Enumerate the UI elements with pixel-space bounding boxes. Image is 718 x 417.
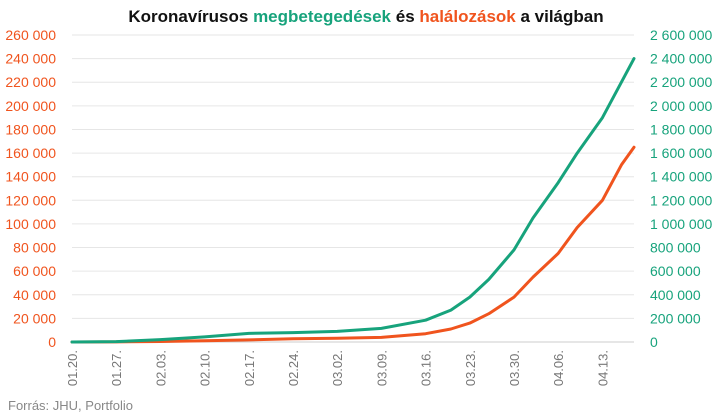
- series-line-deaths: [70, 145, 636, 344]
- title-part-plain: a világban: [516, 7, 604, 26]
- y-left-tick-label: 140 000: [5, 169, 56, 185]
- series-line-cases: [70, 57, 636, 344]
- chart-title: Koronavírusos megbetegedések és halálozá…: [128, 7, 603, 26]
- y-left-tick-label: 20 000: [13, 310, 56, 326]
- y-right-tick-label: 2 000 000: [650, 98, 712, 114]
- y-right-tick-label: 1 800 000: [650, 121, 712, 137]
- y-left-tick-label: 40 000: [13, 287, 56, 303]
- right-axis: 0 200 000 400 000 600 000 800 000 1 000 000 1 …: [650, 27, 712, 350]
- title-part-deaths: halálozások: [419, 7, 516, 26]
- x-tick-label: 03.02.: [330, 350, 345, 386]
- x-tick-label: 01.27.: [109, 350, 124, 386]
- y-left-tick-label: 0: [48, 334, 56, 350]
- y-right-tick-label: 600 000: [650, 263, 701, 279]
- y-left-tick-label: 220 000: [5, 74, 56, 90]
- x-tick-label: 02.24.: [286, 350, 301, 386]
- source-note: Forrás: JHU, Portfolio: [8, 398, 133, 413]
- x-tick-label: 03.16.: [419, 350, 434, 386]
- x-tick-label: 03.30.: [507, 350, 522, 386]
- x-tick-label: 02.10.: [198, 350, 213, 386]
- y-right-tick-label: 800 000: [650, 240, 701, 256]
- title-part-plain: Koronavírusos: [128, 7, 253, 26]
- y-left-tick-label: 200 000: [5, 98, 56, 114]
- y-left-tick-label: 260 000: [5, 27, 56, 43]
- series-lines: [70, 57, 636, 344]
- y-right-tick-label: 2 200 000: [650, 74, 712, 90]
- y-right-tick-label: 1 400 000: [650, 169, 712, 185]
- y-left-tick-label: 100 000: [5, 216, 56, 232]
- x-tick-label: 04.13.: [595, 350, 610, 386]
- y-left-tick-label: 160 000: [5, 145, 56, 161]
- y-left-tick-label: 120 000: [5, 192, 56, 208]
- y-right-tick-label: 1 600 000: [650, 145, 712, 161]
- x-tick-label: 02.17.: [242, 350, 257, 386]
- x-tick-label: 01.20.: [65, 350, 80, 386]
- y-right-tick-label: 1 000 000: [650, 216, 712, 232]
- title-part-cases: megbetegedések: [253, 7, 391, 26]
- x-tick-label: 04.06.: [551, 350, 566, 386]
- y-left-tick-label: 180 000: [5, 121, 56, 137]
- y-right-tick-label: 0: [650, 334, 658, 350]
- y-left-tick-label: 60 000: [13, 263, 56, 279]
- grid-lines: [72, 34, 634, 343]
- y-right-tick-label: 200 000: [650, 310, 701, 326]
- x-tick-label: 02.03.: [153, 350, 168, 386]
- y-right-tick-label: 400 000: [650, 287, 701, 303]
- y-right-tick-label: 2 400 000: [650, 51, 712, 67]
- x-tick-label: 03.23.: [463, 350, 478, 386]
- x-tick-label: 03.09.: [374, 350, 389, 386]
- x-axis: 01.20. 01.27. 02.03. 02.10. 02.17. 02.24. 03.0…: [65, 350, 610, 386]
- y-right-tick-label: 1 200 000: [650, 192, 712, 208]
- y-left-tick-label: 80 000: [13, 240, 56, 256]
- title-part-plain: és: [391, 7, 419, 26]
- y-left-tick-label: 240 000: [5, 51, 56, 67]
- left-axis: 0 20 000 40 000 60 000 80 000 100 000 120 000 1…: [5, 27, 56, 350]
- y-right-tick-label: 2 600 000: [650, 27, 712, 43]
